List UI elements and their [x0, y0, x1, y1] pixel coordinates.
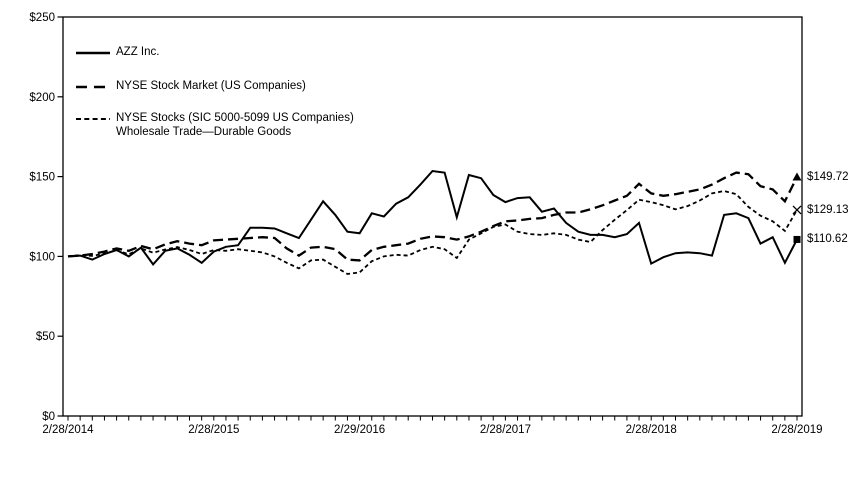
x-axis-tick-label: 2/28/2018 — [626, 424, 677, 436]
end-marker-x — [792, 205, 802, 215]
y-axis-tick-label: $150 — [29, 172, 55, 184]
legend-label-sic-line1: NYSE Stocks (SIC 5000-5099 US Companies) — [116, 112, 354, 124]
legend-label-azz: AZZ Inc. — [116, 46, 160, 58]
end-marker-triangle — [792, 172, 802, 181]
y-axis-tick-label: $0 — [42, 411, 55, 423]
end-value-sic: $129.13 — [807, 204, 849, 216]
legend-label-nyse: NYSE Stock Market (US Companies) — [116, 80, 306, 92]
azz-solid-line-icon — [76, 51, 110, 55]
legend-item-nyse: NYSE Stock Market (US Companies) — [76, 80, 306, 94]
axis-frame — [62, 16, 803, 417]
nyse-long-dash-line-icon — [76, 85, 110, 89]
y-axis-tick-label: $200 — [29, 92, 55, 104]
legend-label-sic: NYSE Stocks (SIC 5000-5099 US Companies)… — [116, 112, 354, 139]
y-axis-tick-label: $100 — [29, 251, 55, 263]
end-value-azz: $110.62 — [807, 233, 848, 245]
x-axis-tick-label: 2/28/2015 — [188, 424, 239, 436]
end-value-nyse: $149.72 — [807, 171, 849, 183]
legend-label-sic-line2: Wholesale Trade—Durable Goods — [116, 125, 292, 138]
y-axis-tick-label: $50 — [36, 331, 55, 343]
y-axis-tick-label: $250 — [29, 12, 55, 24]
end-marker-square — [793, 235, 801, 243]
legend-item-azz: AZZ Inc. — [76, 46, 159, 60]
x-axis-tick-label: 2/28/2014 — [42, 424, 94, 436]
x-axis-tick-label: 2/29/2016 — [334, 424, 385, 436]
sic-short-dash-line-icon — [76, 118, 110, 120]
legend-item-sic: NYSE Stocks (SIC 5000-5099 US Companies)… — [76, 112, 354, 139]
x-axis-tick-label: 2/28/2017 — [480, 424, 531, 436]
series-line-solid — [67, 169, 798, 266]
series-line-long-dash — [67, 171, 799, 262]
x-axis-tick-label: 2/28/2019 — [771, 424, 822, 436]
series-line-short-dash — [67, 190, 798, 275]
